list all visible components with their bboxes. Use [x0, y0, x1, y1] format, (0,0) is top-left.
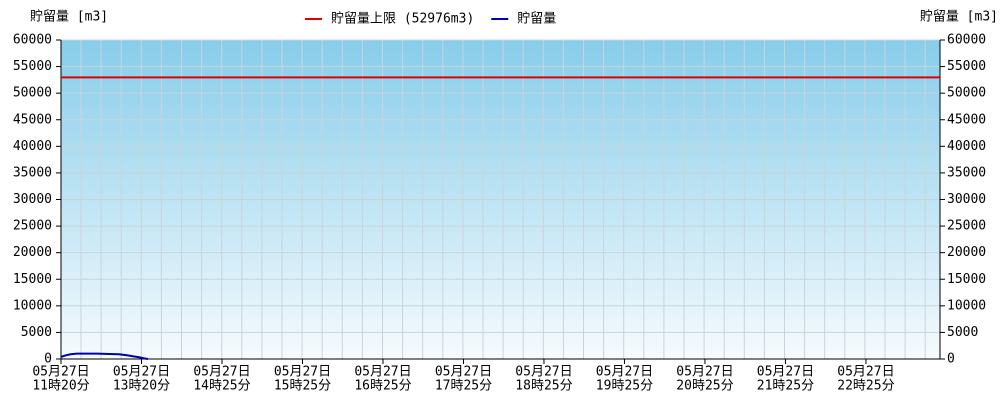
x-tick-label: 16時25分: [354, 379, 411, 394]
y-tick-label: 45000: [13, 112, 52, 127]
x-tick-label: 05月27日: [515, 365, 572, 380]
x-tick-label: 18時25分: [515, 379, 572, 394]
series-line: [60, 352, 149, 360]
y2-tick-label: 45000: [947, 112, 986, 127]
y-tick-label: 50000: [13, 86, 52, 101]
x-tick-label: 13時20分: [113, 379, 170, 394]
x-tick-label: 05月27日: [193, 365, 250, 380]
y2-tick-label: 30000: [947, 192, 986, 207]
y2-tick-label: 25000: [947, 219, 986, 234]
x-tick-label: 22時25分: [837, 379, 894, 394]
x-tick-label: 11時20分: [32, 379, 89, 394]
y2-tick-label: 50000: [947, 86, 986, 101]
x-tick-label: 05月27日: [113, 365, 170, 380]
y2-tick-label: 20000: [947, 245, 986, 260]
legend-label: 貯留量: [517, 12, 556, 27]
y-tick-label: 55000: [13, 59, 52, 74]
y-tick-label: 60000: [13, 33, 52, 48]
y-tick-label: 5000: [21, 325, 52, 340]
x-tick-label: 21時25分: [757, 379, 814, 394]
y2-tick-label: 10000: [947, 298, 986, 313]
y2-tick-label: 0: [947, 352, 955, 367]
y2-axis-title: 貯留量 [m3]: [920, 10, 998, 25]
x-tick-label: 05月27日: [676, 365, 733, 380]
y-tick-label: 15000: [13, 272, 52, 287]
y2-tick-label: 60000: [947, 33, 986, 48]
y-tick-label: 0: [44, 352, 52, 367]
x-tick-label: 15時25分: [274, 379, 331, 394]
x-tick-label: 05月27日: [837, 365, 894, 380]
y2-tick-label: 15000: [947, 272, 986, 287]
y2-tick-label: 55000: [947, 59, 986, 74]
y-tick-label: 20000: [13, 245, 52, 260]
y-tick-label: 35000: [13, 165, 52, 180]
y-tick-label: 30000: [13, 192, 52, 207]
x-tick-label: 05月27日: [435, 365, 492, 380]
y-axis-title: 貯留量 [m3]: [30, 10, 108, 25]
x-tick-label: 05月27日: [757, 365, 814, 380]
y-tick-label: 40000: [13, 139, 52, 154]
y-tick-label: 25000: [13, 219, 52, 234]
x-tick-label: 14時25分: [193, 379, 250, 394]
x-tick-label: 20時25分: [676, 379, 733, 394]
y2-tick-label: 40000: [947, 139, 986, 154]
x-tick-label: 05月27日: [354, 365, 411, 380]
x-tick-label: 19時25分: [596, 379, 653, 394]
y2-tick-label: 35000: [947, 165, 986, 180]
legend-label: 貯留量上限 (52976m3): [331, 12, 474, 27]
x-tick-label: 17時25分: [435, 379, 492, 394]
x-tick-label: 05月27日: [274, 365, 331, 380]
x-tick-label: 05月27日: [596, 365, 653, 380]
y-tick-label: 10000: [13, 298, 52, 313]
x-tick-label: 05月27日: [32, 365, 89, 380]
y2-tick-label: 5000: [947, 325, 978, 340]
